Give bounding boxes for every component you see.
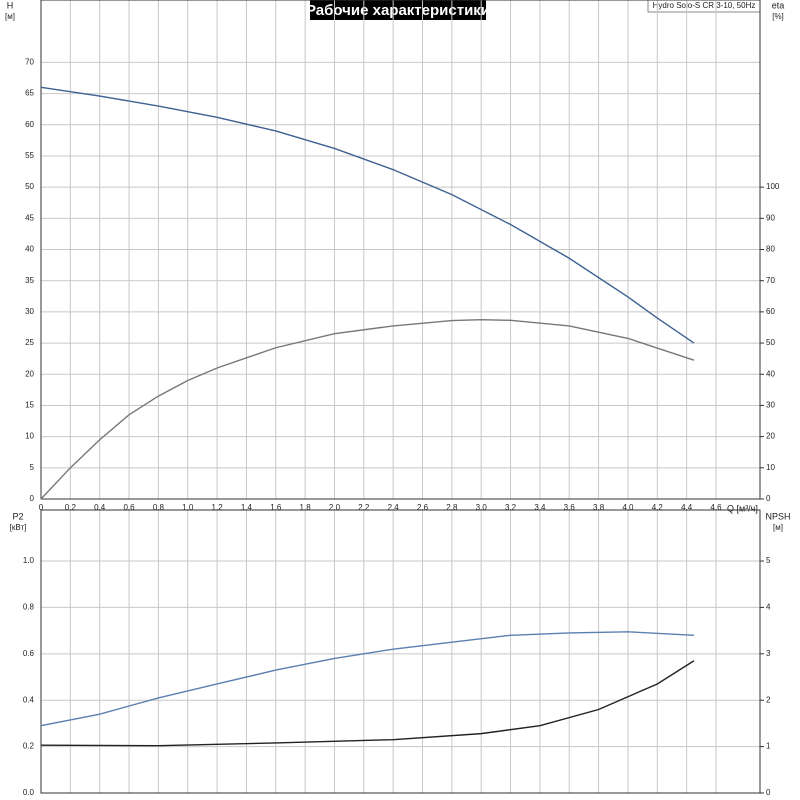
x-tick-label: 2.2 [358,503,370,512]
y2-tick-label: 100 [766,182,780,191]
y2-tick-label: 90 [766,213,775,222]
y-tick-label: 0 [30,494,35,503]
y-label: P2 [12,511,23,521]
y-tick-label: 40 [25,245,34,254]
y2-tick-label: 30 [766,401,775,410]
series-line [40,660,695,747]
x-tick-label: 4.6 [710,503,722,512]
chart-title: Рабочие характеристики [306,2,490,19]
y-tick-label: 5 [30,463,35,472]
y-tick-label: 0.8 [23,603,35,612]
y2-tick-label: 4 [766,603,771,612]
y2-tick-label: 3 [766,649,771,658]
y-tick-label: 25 [25,338,34,347]
x-tick-label: 0.4 [94,503,106,512]
x-label: Q [м³/ч] [727,503,758,513]
plot-frame [40,509,761,794]
x-tick-label: 3.4 [534,503,546,512]
y2-tick-label: 0 [766,494,771,503]
x-tick-label: 4.0 [622,503,634,512]
y2-unit: [м] [773,523,783,532]
x-tick-label: 3.8 [593,503,605,512]
y2-tick-label: 80 [766,245,775,254]
y-tick-label: 50 [25,182,34,191]
y-tick-label: 65 [25,89,34,98]
y-tick-label: 45 [25,213,34,222]
x-tick-label: 3.0 [476,503,488,512]
y2-tick-label: 50 [766,338,775,347]
y-tick-label: 1.0 [23,556,35,565]
x-tick-label: 2.8 [446,503,458,512]
y2-tick-label: 20 [766,432,775,441]
y-tick-label: 10 [25,432,34,441]
y2-tick-label: 10 [766,463,775,472]
x-tick-label: 0.6 [123,503,135,512]
x-tick-label: 1.0 [182,503,194,512]
x-tick-label: 2.6 [417,503,429,512]
y-tick-label: 15 [25,401,34,410]
y-tick-label: 20 [25,369,34,378]
y2-tick-label: 2 [766,695,771,704]
x-tick-label: 1.2 [212,503,224,512]
y2-tick-label: 40 [766,369,775,378]
y-tick-label: 35 [25,276,34,285]
series-line [40,86,695,344]
x-tick-label: 3.2 [505,503,517,512]
y-label: H [7,0,14,10]
y-tick-label: 0.6 [23,649,35,658]
y2-tick-label: 60 [766,307,775,316]
y2-tick-label: 0 [766,788,771,797]
x-tick-label: 1.6 [270,503,282,512]
y-tick-label: 70 [25,57,34,66]
y-tick-label: 0.4 [23,695,35,704]
x-tick-label: 0.8 [153,503,165,512]
y2-unit: [%] [772,12,784,21]
y2-label: NPSH [765,511,790,521]
series-line [40,318,695,500]
x-tick-label: 2.4 [388,503,400,512]
model-label: Hydro Solo-S CR 3-10, 50Hz [653,1,756,10]
y2-tick-label: 70 [766,276,775,285]
title-box [310,0,486,20]
y-tick-label: 0.0 [23,788,35,797]
x-tick-label: 1.8 [300,503,312,512]
x-tick-label: 4.4 [681,503,693,512]
x-tick-label: 0.2 [65,503,77,512]
y-tick-label: 55 [25,151,34,160]
x-tick-label: 2.0 [329,503,341,512]
x-tick-label: 1.4 [241,503,253,512]
y-tick-label: 0.2 [23,742,35,751]
y-tick-label: 60 [25,120,34,129]
y2-tick-label: 5 [766,556,771,565]
y-unit: [м] [5,12,15,21]
plot-frame [40,0,761,500]
y2-tick-label: 1 [766,742,771,751]
x-tick-label: 4.2 [652,503,664,512]
y-tick-label: 30 [25,307,34,316]
series-line [40,631,695,727]
y2-label: eta [772,0,785,10]
x-tick-label: 0 [39,503,44,512]
x-tick-label: 3.6 [564,503,576,512]
y-unit: [кВт] [10,523,27,532]
